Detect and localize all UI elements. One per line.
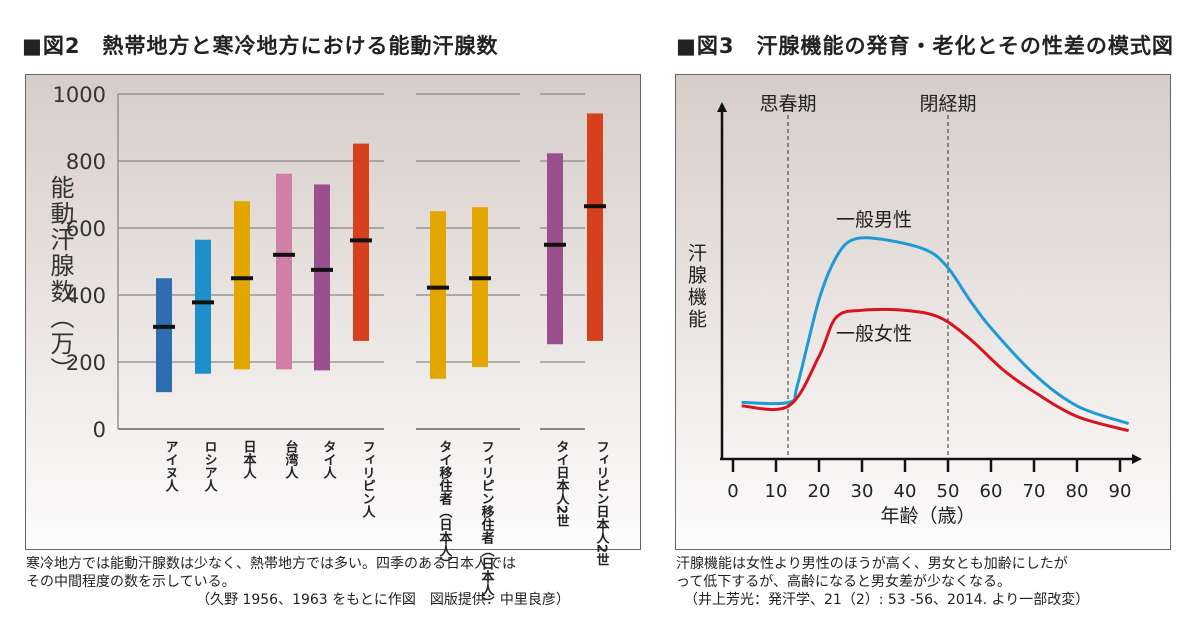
- y-tick-label: 0: [93, 418, 106, 442]
- range-bar: [314, 184, 330, 371]
- figure3-caption: 汗腺機能は女性より男性のほうが高く、男女とも加齢にしたが って低下するが、高齢にな…: [676, 556, 1090, 608]
- median-mark: [350, 238, 372, 243]
- median-mark: [231, 276, 253, 281]
- figure2-title: ■図2 熱帯地方と寒冷地方における能動汗腺数: [22, 34, 499, 58]
- median-mark: [469, 276, 491, 281]
- annotation-label: 思春期: [759, 93, 816, 115]
- series-line: [741, 236, 1130, 426]
- range-bar: [156, 278, 172, 393]
- series-label: 一般女性: [836, 323, 912, 345]
- x-tick-label: フィリピン移住者（日本人）: [479, 440, 496, 609]
- x-tick-label: ロシア人: [202, 440, 218, 492]
- x-tick-label: 70: [1023, 481, 1046, 502]
- x-tick-label: 10: [765, 481, 788, 502]
- median-mark: [153, 324, 175, 329]
- x-tick-label: フィリピン日本人2世: [594, 440, 610, 566]
- median-mark: [192, 300, 214, 305]
- x-axis-label: 年齢（歳）: [880, 505, 975, 527]
- y-tick-label: 800: [66, 150, 106, 174]
- range-bar: [430, 211, 446, 379]
- x-tick-label: 40: [894, 481, 917, 502]
- y-axis-label: 汗腺機能: [685, 243, 707, 331]
- range-bar: [587, 113, 603, 341]
- x-tick-label: タイ移住者（日本人）: [437, 440, 454, 570]
- y-tick-label: 600: [66, 217, 106, 241]
- y-axis-arrow: [717, 102, 727, 112]
- range-bar: [195, 239, 211, 374]
- median-mark: [584, 204, 606, 209]
- range-bar: [276, 173, 292, 370]
- x-tick-label: アイヌ人: [163, 440, 179, 492]
- y-tick-label: 1000: [53, 83, 106, 107]
- figure2-panel: [25, 74, 641, 550]
- y-axis-label: 能動汗腺数（万）: [46, 175, 74, 383]
- median-mark: [311, 267, 333, 272]
- x-tick-label: 90: [1109, 481, 1132, 502]
- median-mark: [273, 252, 295, 257]
- median-mark: [427, 285, 449, 290]
- x-tick-label: 0: [727, 481, 738, 502]
- x-tick-label: タイ人: [321, 440, 337, 479]
- range-bar: [472, 207, 488, 368]
- annotation-label: 閉経期: [919, 93, 976, 115]
- y-tick-label: 400: [66, 284, 106, 308]
- figure2-caption: 寒冷地方では能動汗腺数は少なく、熱帯地方では多い。四季のある日本人では その中間程…: [26, 556, 570, 608]
- x-tick-label: 30: [851, 481, 874, 502]
- x-tick-label: 日本人: [241, 440, 257, 479]
- y-tick-label: 200: [66, 351, 106, 375]
- series-line: [741, 307, 1129, 433]
- median-mark: [544, 242, 566, 247]
- figure3-title: ■図3 汗腺機能の発育・老化とその性差の模式図: [676, 34, 1174, 58]
- x-tick-label: 60: [980, 481, 1003, 502]
- range-bar: [234, 201, 250, 370]
- x-tick-label: タイ日本人2世: [554, 440, 570, 527]
- x-tick-label: 台湾人: [283, 439, 299, 479]
- x-tick-label: 50: [937, 481, 960, 502]
- x-tick-label: 20: [808, 481, 831, 502]
- series-label: 一般男性: [836, 209, 912, 231]
- x-tick-label: フィリピン人: [360, 440, 376, 518]
- x-tick-label: 80: [1066, 481, 1089, 502]
- x-axis-arrow: [1132, 454, 1142, 464]
- range-bar: [547, 153, 563, 345]
